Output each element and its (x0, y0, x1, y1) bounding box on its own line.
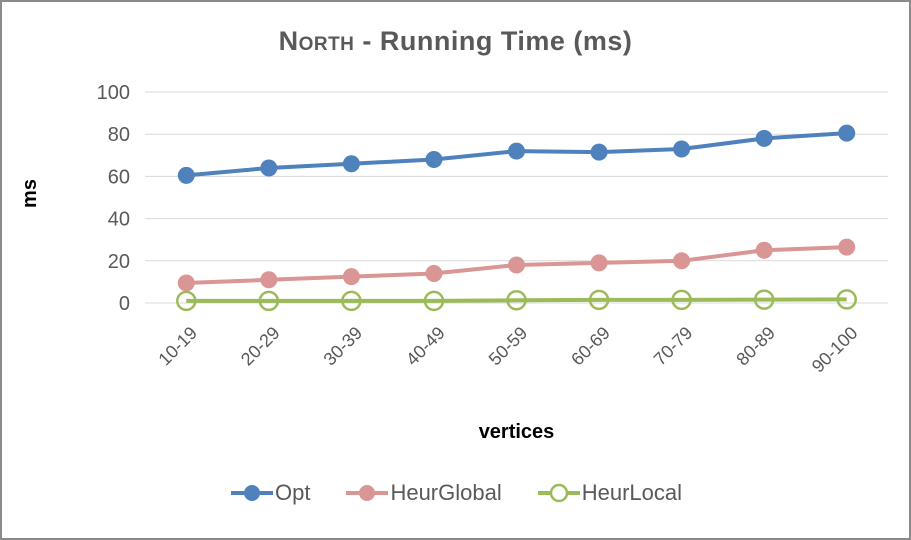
legend-marker-heurlocal (537, 483, 580, 503)
x-tick-label: 60-69 (567, 323, 614, 370)
y-tick-label: 40 (108, 209, 130, 231)
data-point-heurlocal (753, 289, 775, 310)
data-point-heurlocal (506, 290, 527, 311)
data-point-heurlocal (258, 290, 280, 312)
y-axis-title: ms (18, 179, 41, 208)
legend: Opt HeurGlobal HeurLocal (2, 480, 909, 506)
y-tick-label: 0 (119, 293, 130, 315)
data-point-heurlocal (423, 290, 445, 312)
x-tick-label: 40-49 (402, 323, 449, 370)
data-point-heurglobal (755, 241, 773, 259)
data-point-opt (838, 124, 856, 142)
data-point-heurlocal (836, 289, 857, 310)
legend-label-opt: Opt (274, 480, 311, 505)
legend-item-heurlocal: HeurLocal (536, 480, 682, 506)
data-point-heurglobal (425, 264, 443, 282)
x-tick-label: 10-19 (154, 323, 201, 370)
legend-label-heurlocal: HeurLocal (581, 480, 683, 505)
x-tick-label: 50-59 (485, 323, 532, 370)
data-point-heurlocal (341, 290, 362, 312)
data-point-opt (177, 166, 195, 184)
legend-item-opt: Opt (229, 480, 310, 506)
x-tick-label: 90-100 (808, 323, 862, 377)
x-tick-label: 20-29 (237, 323, 284, 370)
series-line-heurlocal (186, 297, 847, 303)
y-tick-label: 80 (108, 124, 130, 146)
y-tick-label: 20 (108, 251, 130, 273)
data-point-heurglobal (508, 256, 525, 274)
x-axis-title: vertices (478, 421, 555, 443)
data-point-heurglobal (590, 254, 608, 272)
data-point-opt (590, 143, 608, 161)
y-tick-label: 60 (108, 166, 130, 188)
x-tick-label: 80-89 (732, 323, 779, 370)
data-point-heurlocal (588, 289, 610, 311)
data-point-heurlocal (671, 289, 692, 311)
y-tick-label: 100 (97, 82, 130, 104)
chart-title-smallcaps: North (278, 26, 355, 56)
data-point-heurglobal (673, 252, 691, 270)
data-point-opt (755, 129, 773, 147)
data-point-opt (342, 155, 360, 173)
data-point-heurglobal (177, 274, 195, 292)
legend-item-heurglobal: HeurGlobal (344, 480, 502, 506)
data-point-opt (508, 142, 525, 160)
chart-title-rest: - Running Time (ms) (354, 26, 633, 56)
data-point-heurglobal (838, 238, 856, 256)
data-point-heurglobal (260, 271, 278, 289)
data-point-heurglobal (342, 268, 360, 286)
legend-marker-heurglobal (346, 485, 389, 501)
data-point-opt (425, 151, 443, 169)
data-point-heurlocal (176, 290, 197, 312)
data-point-opt (673, 140, 691, 158)
data-point-opt (260, 159, 278, 177)
x-tick-label: 70-79 (650, 323, 697, 370)
legend-label-heurglobal: HeurGlobal (390, 480, 502, 505)
x-tick-label: 30-39 (320, 323, 367, 370)
chart-title: North - Running Time (ms) (2, 26, 909, 57)
legend-marker-opt (230, 485, 273, 501)
